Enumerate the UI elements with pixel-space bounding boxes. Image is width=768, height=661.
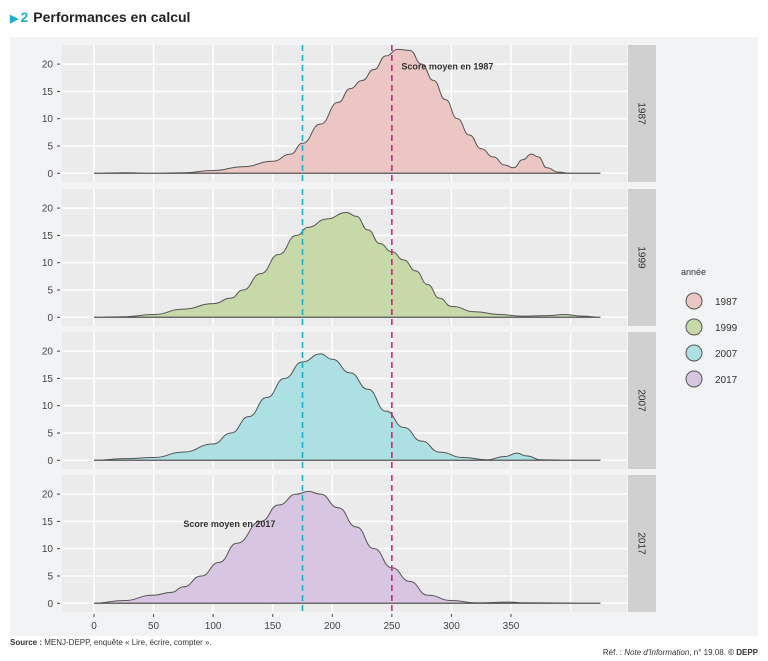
y-tick-label: 15 [42,374,54,385]
figure-number: 2 [20,9,29,25]
x-tick-label: 150 [264,621,281,632]
facet-1999: 0 5 10 15 20 1999 [42,189,656,326]
facet-strip-label: 2007 [636,389,647,412]
legend-swatch-2007 [685,344,703,362]
y-tick-label: 5 [47,428,53,439]
y-tick-label: 20 [42,204,54,215]
legend-label: 1987 [715,297,738,308]
y-tick-label: 0 [47,169,53,180]
x-tick-label: 0 [91,621,97,632]
density-area-2017 [93,490,601,604]
y-tick-label: 5 [47,571,53,582]
triangle-marker-icon: ▶ [10,13,19,25]
y-tick-label: 0 [47,599,53,610]
facet-strip [628,45,656,182]
x-tick-label: 200 [324,621,341,632]
facet-strip-label: 2017 [636,532,647,555]
ref-number: , n° 19.08. [689,648,729,657]
facet-strip-label: 1999 [636,246,647,269]
y-tick-label: 10 [42,114,54,125]
y-tick-label: 15 [42,517,54,528]
legend-label: 1999 [715,323,738,334]
facet-strip [628,189,656,326]
facet-2007: 0 5 10 15 20 2007 [42,332,656,469]
ref-copyright: © DEPP [728,648,758,657]
legend-title: année [681,267,706,277]
legend-swatch-1999 [685,318,703,336]
legend-label: 2007 [715,349,738,360]
x-tick-label: 300 [443,621,460,632]
y-tick-label: 0 [47,313,53,324]
y-tick-label: 10 [42,401,54,412]
y-tick-label: 0 [47,456,53,467]
y-tick-label: 10 [42,544,54,555]
y-tick-label: 15 [42,87,54,98]
x-tick-label: 50 [148,621,160,632]
legend-swatch-2017 [685,370,703,388]
legend-label: 2017 [715,375,738,386]
x-tick-label: 100 [205,621,222,632]
y-tick-label: 5 [47,141,53,152]
y-tick-label: 20 [42,347,54,358]
facet-2017: 0 5 10 15 20 Score moyen en 2017 2017 [42,475,656,612]
y-tick-label: 20 [42,60,54,71]
annotation-label: Score moyen en 1987 [401,62,493,72]
figure-title: ▶ 2 Performances en calcul [10,9,190,25]
density-area-2007 [93,353,601,461]
y-tick-label: 10 [42,258,54,269]
y-tick-label: 5 [47,285,53,296]
density-area-1987 [93,48,601,174]
density-area-1999 [93,211,601,318]
facet-strip [628,475,656,612]
y-tick-label: 15 [42,231,54,242]
reference-note: Réf. : Note d'Information, n° 19.08. © D… [603,648,758,657]
source-text: MENJ-DEPP, enquête « Lire, écrire, compt… [42,638,212,647]
facet-1987: 0 5 10 15 20 Score moyen en 1987 1987 [42,45,656,182]
figure-title-text: Performances en calcul [33,9,191,25]
facet-strip [628,332,656,469]
ref-prefix: Réf. : [602,648,625,657]
ref-publication: Note d'Information [624,648,690,657]
y-tick-label: 20 [42,490,54,501]
legend-swatch-1987 [685,292,703,310]
x-tick-label: 350 [503,621,520,632]
x-tick-label: 250 [384,621,401,632]
facet-strip-label: 1987 [636,102,647,125]
annotation-label: Score moyen en 2017 [183,519,275,529]
source-note: Source : MENJ-DEPP, enquête « Lire, écri… [10,638,212,647]
source-label: Source : [10,638,43,647]
